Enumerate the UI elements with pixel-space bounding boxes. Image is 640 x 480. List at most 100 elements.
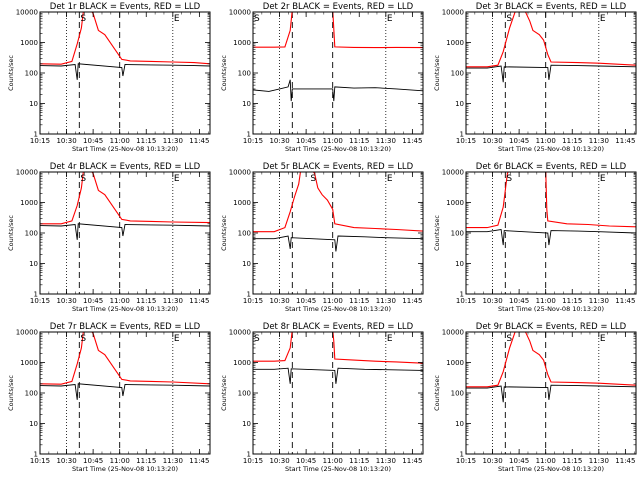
x-tick-label: 11:00 bbox=[110, 137, 130, 145]
x-tick-label: 11:00 bbox=[323, 297, 343, 305]
chart-panel-4: Det 4r BLACK = Events, RED = LLD S E 1 10 100… bbox=[7, 162, 211, 313]
y-axis-label: Counts/sec bbox=[7, 215, 15, 251]
series-events-black bbox=[40, 223, 210, 240]
x-tick-label: 11:45 bbox=[615, 457, 635, 465]
chart-panel-3: Det 3r BLACK = Events, RED = LLD S E 1 10 100… bbox=[433, 2, 637, 153]
y-tick-label: 1000 bbox=[446, 199, 464, 207]
x-tick-label: 10:30 bbox=[269, 297, 289, 305]
marker-s: S bbox=[254, 14, 260, 24]
marker-s: S bbox=[506, 174, 512, 184]
x-axis-label: Start Time (25-Nov-08 10:13:20) bbox=[285, 465, 391, 473]
y-tick-label: 100 bbox=[25, 390, 38, 398]
chart-title: Det 3r BLACK = Events, RED = LLD bbox=[476, 2, 627, 12]
x-axis-label: Start Time (25-Nov-08 10:13:20) bbox=[498, 305, 604, 313]
marker-e: E bbox=[174, 174, 180, 184]
chart-title: Det 7r BLACK = Events, RED = LLD bbox=[50, 322, 201, 332]
marker-s: S bbox=[506, 334, 512, 344]
x-tick-label: 11:00 bbox=[536, 457, 556, 465]
series-lld-red bbox=[466, 172, 636, 229]
y-tick-label: 10 bbox=[242, 260, 251, 268]
x-tick-label: 10:45 bbox=[509, 297, 529, 305]
marker-s: S bbox=[80, 174, 86, 184]
x-tick-label: 10:30 bbox=[56, 137, 76, 145]
y-tick-label: 10000 bbox=[442, 9, 464, 17]
x-tick-label: 11:15 bbox=[136, 457, 156, 465]
x-axis-label: Start Time (25-Nov-08 10:13:20) bbox=[285, 305, 391, 313]
plot-frame bbox=[39, 331, 211, 455]
y-tick-label: 1000 bbox=[446, 359, 464, 367]
x-tick-label: 11:15 bbox=[349, 297, 369, 305]
x-tick-label: 10:15 bbox=[456, 457, 476, 465]
y-tick-label: 1000 bbox=[233, 199, 251, 207]
x-tick-label: 11:45 bbox=[615, 297, 635, 305]
x-tick-label: 10:45 bbox=[296, 297, 316, 305]
x-tick-label: 10:15 bbox=[456, 137, 476, 145]
marker-e: E bbox=[174, 14, 180, 24]
chart-panel-5: Det 5r BLACK = Events, RED = LLD S E 1 10 100… bbox=[220, 162, 424, 313]
series-events-black bbox=[253, 79, 423, 102]
plot-frame bbox=[252, 171, 424, 295]
series-lld-red bbox=[466, 12, 636, 68]
x-tick-label: 11:30 bbox=[589, 137, 609, 145]
plot-frame bbox=[252, 331, 424, 455]
series-events-black bbox=[40, 383, 210, 400]
marker-e: E bbox=[600, 334, 606, 344]
y-tick-label: 100 bbox=[238, 390, 251, 398]
x-tick-label: 11:00 bbox=[323, 137, 343, 145]
y-tick-label: 100 bbox=[238, 230, 251, 238]
x-tick-label: 10:30 bbox=[482, 297, 502, 305]
x-tick-label: 11:45 bbox=[402, 137, 422, 145]
y-tick-label: 10 bbox=[242, 100, 251, 108]
y-tick-label: 10 bbox=[29, 100, 38, 108]
y-axis-label: Counts/sec bbox=[220, 55, 228, 91]
x-tick-label: 11:30 bbox=[376, 457, 396, 465]
marker-s: S bbox=[254, 334, 260, 344]
x-tick-label: 10:30 bbox=[56, 457, 76, 465]
y-tick-label: 1000 bbox=[20, 199, 38, 207]
y-tick-label: 1 bbox=[247, 291, 251, 299]
x-axis-label: Start Time (25-Nov-08 10:13:20) bbox=[72, 465, 178, 473]
series-lld-red bbox=[253, 12, 423, 49]
y-tick-label: 1 bbox=[247, 131, 251, 139]
y-axis-label: Counts/sec bbox=[433, 215, 441, 251]
y-tick-label: 10000 bbox=[16, 169, 38, 177]
series-events-black bbox=[466, 384, 636, 403]
series-events-black bbox=[466, 228, 636, 246]
series-events-black bbox=[253, 235, 423, 252]
series-lld-red bbox=[40, 332, 210, 385]
x-tick-label: 11:30 bbox=[163, 457, 183, 465]
y-tick-label: 1 bbox=[34, 451, 38, 459]
x-tick-label: 11:45 bbox=[615, 137, 635, 145]
x-tick-label: 11:30 bbox=[163, 297, 183, 305]
y-tick-label: 10000 bbox=[442, 169, 464, 177]
marker-e: E bbox=[600, 174, 606, 184]
y-tick-label: 100 bbox=[451, 70, 464, 78]
y-tick-label: 10 bbox=[242, 420, 251, 428]
x-tick-label: 10:45 bbox=[83, 457, 103, 465]
x-tick-label: 11:00 bbox=[323, 457, 343, 465]
chart-panel-6: Det 6r BLACK = Events, RED = LLD S E 1 10 100… bbox=[433, 162, 637, 313]
chart-title: Det 1r BLACK = Events, RED = LLD bbox=[50, 2, 201, 12]
x-tick-label: 11:15 bbox=[136, 297, 156, 305]
x-axis-label: Start Time (25-Nov-08 10:13:20) bbox=[498, 465, 604, 473]
x-tick-label: 11:15 bbox=[349, 457, 369, 465]
marker-e: E bbox=[387, 334, 393, 344]
series-lld-red bbox=[40, 172, 210, 225]
y-tick-label: 10000 bbox=[16, 329, 38, 337]
chart-panel-7: Det 7r BLACK = Events, RED = LLD S E 1 10 100… bbox=[7, 322, 211, 473]
x-tick-label: 11:45 bbox=[402, 297, 422, 305]
y-tick-label: 1 bbox=[460, 451, 464, 459]
plot-frame bbox=[465, 331, 637, 455]
series-events-black bbox=[40, 63, 210, 80]
plot-frame bbox=[465, 11, 637, 135]
y-tick-label: 10000 bbox=[16, 9, 38, 17]
x-axis-label: Start Time (25-Nov-08 10:13:20) bbox=[72, 145, 178, 153]
y-tick-label: 10 bbox=[29, 420, 38, 428]
x-tick-label: 10:15 bbox=[243, 297, 263, 305]
x-tick-label: 11:45 bbox=[189, 297, 209, 305]
y-axis-label: Counts/sec bbox=[220, 375, 228, 411]
marker-s: S bbox=[506, 14, 512, 24]
x-tick-label: 11:15 bbox=[136, 137, 156, 145]
marker-s: S bbox=[310, 174, 316, 184]
